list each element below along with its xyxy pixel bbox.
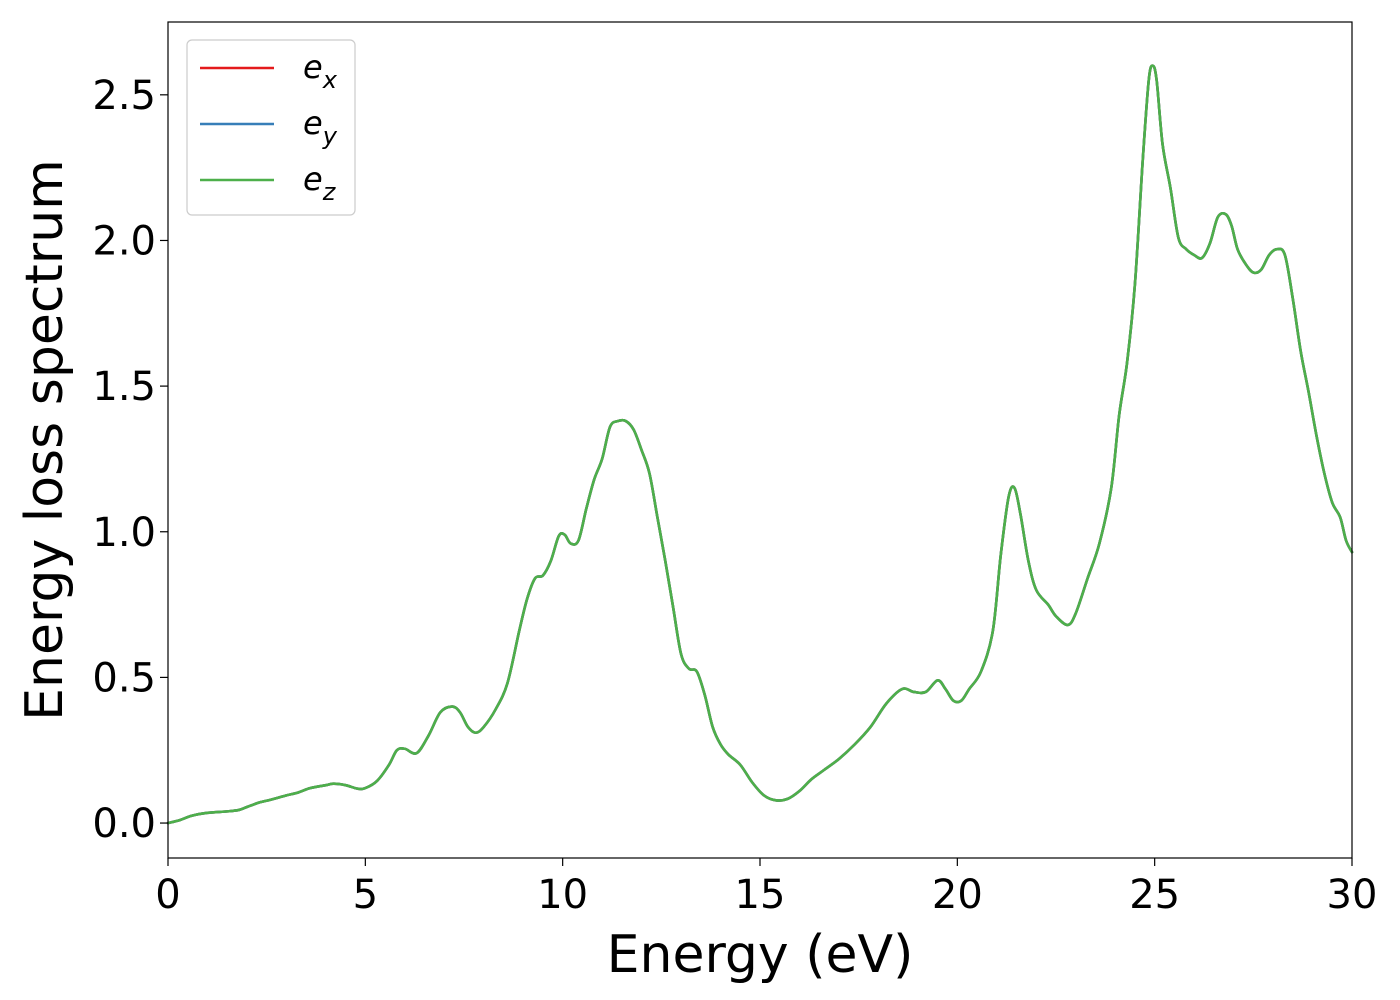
legend-item-e-y: ey: [200, 104, 338, 150]
y-axis-title: Energy loss spectrum: [15, 159, 75, 721]
legend-label-base: e: [303, 160, 323, 198]
legend-label-subscript: x: [322, 66, 338, 94]
y-tick-label: 2.5: [92, 73, 156, 119]
x-tick-label: 10: [537, 872, 588, 918]
x-axis-ticks: 0 5 10 15 20 25 30: [155, 858, 1377, 918]
legend-label-subscript: y: [322, 122, 338, 150]
y-tick-label: 2.0: [92, 218, 156, 264]
y-tick-label: 1.0: [92, 510, 156, 556]
x-tick-label: 25: [1129, 872, 1180, 918]
legend-label: ex: [303, 48, 338, 94]
series-layer: [166, 64, 1354, 825]
x-axis-title: Energy (eV): [607, 925, 914, 985]
series-line-e-z: [166, 64, 1354, 825]
legend-label-base: e: [303, 104, 323, 142]
x-tick-label: 0: [155, 872, 180, 918]
x-tick-label: 30: [1327, 872, 1378, 918]
legend-box: [186, 39, 356, 216]
y-tick-label: 1.5: [92, 364, 156, 410]
y-tick-label: 0.5: [92, 655, 156, 701]
legend-label: ez: [303, 160, 337, 206]
legend-label: ey: [303, 104, 338, 150]
x-tick-label: 5: [353, 872, 378, 918]
x-tick-label: 15: [735, 872, 786, 918]
legend-label-subscript: z: [322, 178, 337, 206]
x-tick-label: 20: [932, 872, 983, 918]
legend-item-e-z: ez: [200, 160, 337, 206]
legend-item-e-x: ex: [200, 48, 338, 94]
legend-label-base: e: [303, 48, 323, 86]
y-axis-ticks: 0.0 0.5 1.0 1.5 2.0 2.5: [92, 73, 168, 847]
y-tick-label: 0.0: [92, 801, 156, 847]
